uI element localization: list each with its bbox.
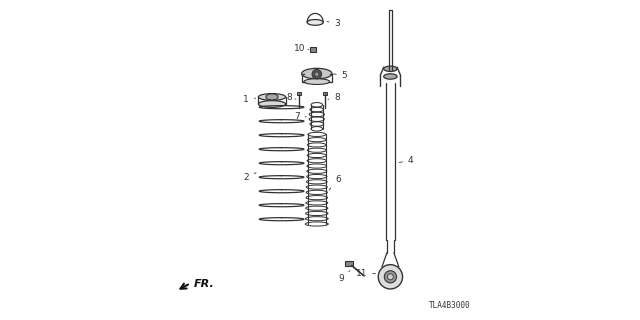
Bar <box>323 92 327 95</box>
Text: 2: 2 <box>243 173 256 182</box>
Bar <box>310 47 316 52</box>
Ellipse shape <box>383 74 397 79</box>
Ellipse shape <box>314 72 319 76</box>
Bar <box>345 261 353 266</box>
Text: 11: 11 <box>356 269 376 278</box>
Ellipse shape <box>304 79 330 84</box>
Text: 1: 1 <box>243 95 255 104</box>
Ellipse shape <box>259 93 285 100</box>
Circle shape <box>378 265 403 289</box>
Text: 7: 7 <box>294 112 307 121</box>
Text: 3: 3 <box>327 19 340 28</box>
Ellipse shape <box>307 20 323 25</box>
Text: 8: 8 <box>328 93 340 102</box>
Text: 9: 9 <box>339 271 350 283</box>
Ellipse shape <box>301 68 332 79</box>
Circle shape <box>384 271 396 283</box>
Text: 10: 10 <box>294 44 308 53</box>
Text: 4: 4 <box>399 156 413 164</box>
Ellipse shape <box>383 66 397 71</box>
Text: FR.: FR. <box>193 279 214 289</box>
Text: TLA4B3000: TLA4B3000 <box>429 301 470 310</box>
Text: 5: 5 <box>333 71 348 80</box>
Circle shape <box>387 274 394 280</box>
Text: 6: 6 <box>329 175 341 190</box>
Ellipse shape <box>266 94 278 100</box>
Ellipse shape <box>259 101 285 108</box>
Bar <box>297 92 301 95</box>
Text: 8: 8 <box>287 93 296 102</box>
Ellipse shape <box>312 69 322 79</box>
